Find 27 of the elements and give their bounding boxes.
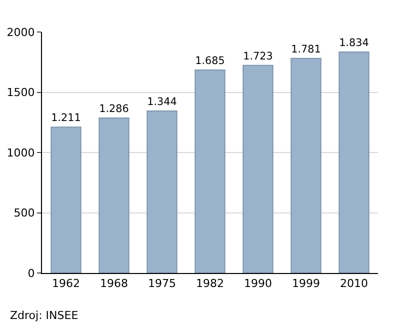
y-tick-label: 0 (28, 266, 35, 280)
x-tick-label: 2010 (340, 277, 368, 290)
x-tick-label: 1990 (244, 277, 272, 290)
x-tick-label: 1982 (196, 277, 224, 290)
text: Zdroj: INSEE (10, 309, 78, 322)
bar (50, 126, 82, 273)
bar (194, 69, 226, 273)
bar (242, 64, 274, 273)
data-label: 1.286 (99, 103, 129, 116)
bar (290, 58, 322, 273)
data-label: 1.344 (147, 96, 178, 108)
data-label: 1.685 (195, 55, 225, 68)
bar (146, 110, 178, 273)
y-tick-label: 500 (14, 206, 35, 220)
data-label: 1.781 (291, 44, 321, 56)
y-tick-label: 1000 (6, 146, 35, 160)
x-tick-label: 1968 (100, 277, 128, 290)
y-tick-label: 1500 (6, 86, 35, 100)
x-tick-label: 1999 (292, 277, 320, 290)
y-tick-label: 2000 (6, 26, 35, 39)
data-label: 1.834 (339, 37, 370, 50)
x-tick-label: 1975 (148, 277, 176, 290)
bar (338, 52, 370, 273)
x-tick-label: 1962 (52, 277, 80, 290)
bar (98, 118, 130, 273)
data-label: 1.211 (51, 112, 81, 124)
data-label: 1.723 (243, 50, 273, 63)
